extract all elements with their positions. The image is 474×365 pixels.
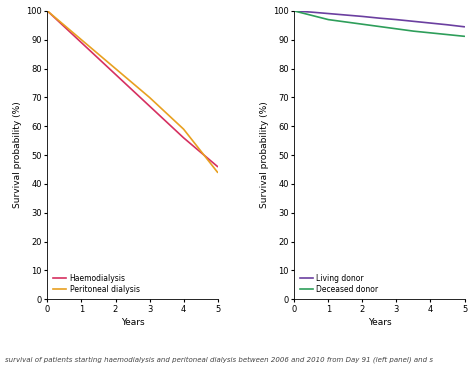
Y-axis label: Survival probability (%): Survival probability (%) [260, 102, 269, 208]
Legend: Haemodialysis, Peritoneal dialysis: Haemodialysis, Peritoneal dialysis [51, 272, 141, 296]
X-axis label: Years: Years [121, 318, 145, 327]
Legend: Living donor, Deceased donor: Living donor, Deceased donor [298, 272, 380, 296]
Text: survival of patients starting haemodialysis and peritoneal dialysis between 2006: survival of patients starting haemodialy… [5, 357, 433, 363]
X-axis label: Years: Years [367, 318, 391, 327]
Y-axis label: Survival probability (%): Survival probability (%) [13, 102, 22, 208]
